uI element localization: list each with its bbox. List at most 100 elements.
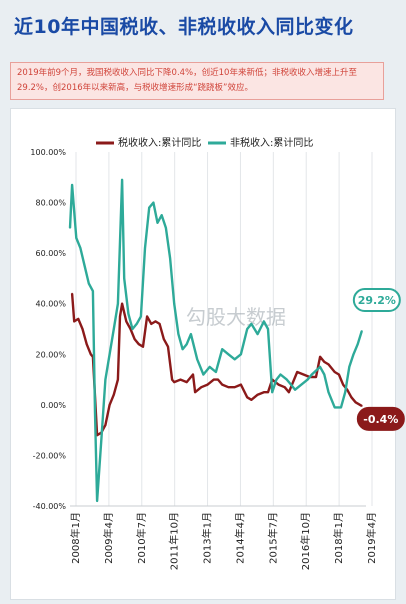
- data-point: [119, 315, 121, 318]
- data-point: [323, 361, 326, 363]
- data-point: [146, 315, 149, 318]
- data-point: [165, 227, 167, 229]
- chart-panel: [10, 108, 396, 600]
- y-tick-label: 20.00%: [35, 350, 66, 359]
- data-point: [194, 391, 197, 394]
- data-point: [156, 221, 159, 224]
- data-point: [154, 320, 157, 323]
- x-tick-label: 2014年4月: [233, 512, 246, 564]
- page-title: 近10年中国税收、非税收收入同比变化: [14, 16, 354, 38]
- chart-grid: [70, 152, 373, 507]
- data-point: [275, 378, 278, 381]
- data-point: [206, 383, 209, 386]
- data-point: [81, 328, 84, 330]
- data-point: [133, 338, 136, 340]
- data-point: [104, 378, 107, 381]
- data-point: [92, 290, 94, 292]
- data-point: [158, 323, 161, 325]
- data-point: [208, 366, 211, 368]
- watermark: 勾股大数据: [186, 305, 286, 329]
- data-point: [173, 381, 176, 383]
- data-point: [160, 214, 163, 217]
- data-point: [137, 343, 140, 346]
- data-point: [263, 320, 265, 323]
- data-point: [185, 381, 188, 383]
- data-point: [217, 378, 219, 381]
- data-point: [221, 348, 224, 351]
- data-point: [221, 383, 224, 386]
- x-tick-label: 2010年7月: [135, 512, 148, 564]
- data-point: [196, 358, 199, 361]
- data-point: [285, 378, 288, 381]
- data-point: [240, 383, 242, 386]
- data-point: [69, 227, 71, 229]
- data-point: [290, 383, 292, 386]
- data-point: [323, 373, 326, 376]
- data-point: [227, 386, 230, 389]
- legend-label: 非税收入:累计同比: [230, 136, 313, 149]
- data-point: [190, 333, 192, 335]
- data-point: [121, 302, 123, 305]
- data-point: [162, 338, 165, 340]
- data-point: [142, 345, 144, 348]
- data-point: [263, 391, 265, 394]
- data-point: [279, 373, 282, 376]
- nontax-end-label-bubble: [352, 288, 401, 313]
- data-point: [123, 277, 126, 280]
- x-tick-label: 2015年7月: [266, 512, 279, 564]
- data-point: [283, 386, 286, 389]
- data-point: [108, 404, 111, 406]
- data-point: [338, 373, 340, 376]
- data-point: [150, 323, 153, 325]
- y-tick-label: -40.00%: [33, 502, 67, 511]
- data-point: [340, 406, 342, 409]
- data-point: [319, 355, 321, 358]
- data-point: [271, 391, 274, 394]
- non-tax-revenue-line: [68, 178, 363, 503]
- data-point: [104, 424, 107, 426]
- data-point: [96, 500, 98, 502]
- data-point: [125, 320, 128, 323]
- data-point: [215, 371, 217, 373]
- data-point: [167, 345, 169, 348]
- data-point: [129, 328, 132, 330]
- y-tick-label: 100.00%: [30, 148, 66, 157]
- data-point: [233, 358, 236, 361]
- data-point: [310, 373, 313, 376]
- data-point: [233, 386, 236, 389]
- x-tick-label: 2008年1月: [69, 512, 82, 564]
- data-point: [267, 391, 269, 394]
- data-point: [100, 439, 103, 442]
- tax-end-label-bubble: [356, 406, 405, 431]
- legend-label: 税收收入:累计同比: [118, 136, 201, 149]
- data-point: [131, 328, 134, 330]
- data-point: [71, 184, 73, 186]
- data-point: [348, 366, 351, 368]
- data-point: [185, 343, 188, 346]
- data-point: [360, 330, 363, 332]
- data-point: [89, 353, 92, 356]
- data-point: [344, 391, 347, 394]
- data-point: [246, 328, 249, 330]
- data-point: [296, 371, 299, 373]
- data-point: [148, 206, 151, 209]
- data-point: [83, 264, 86, 267]
- data-point: [300, 383, 303, 386]
- data-point: [256, 333, 259, 335]
- y-tick-label: 80.00%: [35, 199, 66, 208]
- data-point: [356, 343, 359, 346]
- data-point: [152, 201, 155, 204]
- data-point: [327, 363, 330, 366]
- data-point: [127, 312, 130, 315]
- data-point: [181, 348, 184, 351]
- data-point: [319, 366, 321, 368]
- chart-legend: 税收收入:累计同比 非税收入:累计同比: [96, 136, 313, 149]
- data-point: [135, 323, 138, 325]
- data-point: [354, 401, 357, 404]
- data-point: [169, 257, 172, 260]
- data-point: [179, 378, 182, 381]
- data-point: [240, 353, 242, 356]
- data-point: [71, 292, 73, 295]
- data-point: [302, 373, 305, 376]
